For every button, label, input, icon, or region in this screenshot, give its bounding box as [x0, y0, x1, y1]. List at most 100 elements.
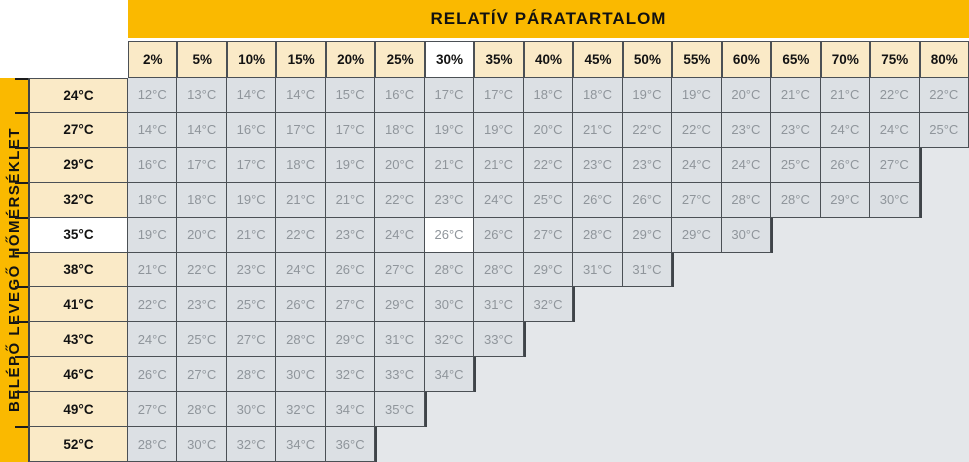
table-cell: 28°C — [771, 182, 821, 218]
table-row: 52°C 28°C 30°C 32°C 34°C 36°C — [28, 427, 969, 462]
column-header-75: 75% — [870, 41, 920, 78]
row-boundary-tick — [15, 182, 28, 184]
table-cell: 27°C — [870, 147, 920, 183]
chart-title-bar: RELATÍV PÁRATARTALOM — [128, 0, 969, 38]
column-header-20: 20% — [325, 41, 376, 78]
lookup-table: 2% 5% 10% 15% 20% 25% 30% 35% 40% 45% 50% 55% 60% 65%… — [28, 41, 969, 462]
table-cell: 24°C — [128, 322, 178, 358]
column-header-2: 2% — [128, 41, 178, 78]
row-boundary-tick — [15, 252, 28, 254]
table-cell: 30°C — [276, 357, 326, 393]
table-cell: 20°C — [177, 217, 227, 253]
table-cell: 25°C — [919, 112, 969, 148]
table-cell: 25°C — [226, 287, 277, 323]
table-cell: 22°C — [375, 182, 425, 218]
table-cell: 15°C — [325, 78, 376, 113]
table-row: 49°C 27°C 28°C 30°C 32°C 34°C 35°C — [28, 392, 969, 428]
table-cell: 23°C — [771, 112, 821, 148]
table-cell: 27°C — [523, 217, 574, 253]
row-header-41: 41°C — [28, 287, 128, 323]
table-cell: 21°C — [424, 147, 475, 183]
row-header-35: 35°C — [28, 217, 128, 253]
table-cell: 25°C — [523, 182, 574, 218]
table-cell: 22°C — [870, 78, 920, 113]
row-header-43: 43°C — [28, 322, 128, 358]
table-cell: 13°C — [177, 78, 227, 113]
table-cell: 19°C — [128, 217, 178, 253]
row-boundary-tick — [15, 112, 28, 114]
table-cell: 17°C — [276, 112, 326, 148]
row-header-24: 24°C — [28, 78, 128, 113]
table-cell: 20°C — [523, 112, 574, 148]
table-cell: 21°C — [226, 217, 277, 253]
table-cell: 28°C — [721, 182, 772, 218]
table-cell: 33°C — [375, 357, 425, 393]
table-cell: 17°C — [226, 147, 277, 183]
table-row: 29°C 16°C 17°C 17°C 18°C 19°C 20°C 21°C 21°C 22°C… — [28, 147, 969, 183]
row-header-49: 49°C — [28, 392, 128, 428]
table-cell: 23°C — [424, 182, 475, 218]
table-cell: 17°C — [325, 112, 376, 148]
table-cell: 20°C — [721, 78, 772, 113]
column-header-15: 15% — [276, 41, 326, 78]
table-cell: 19°C — [474, 112, 524, 148]
table-cell: 24°C — [820, 112, 871, 148]
table-cell: 34°C — [276, 427, 326, 462]
row-header-27: 27°C — [28, 112, 128, 148]
table-cell: 28°C — [226, 357, 277, 393]
table-cell: 14°C — [177, 112, 227, 148]
column-header-55: 55% — [672, 41, 722, 78]
table-cell: 19°C — [424, 112, 475, 148]
empty-region — [424, 392, 969, 428]
table-cell: 23°C — [177, 287, 227, 323]
empty-region — [919, 147, 969, 183]
table-cell: 26°C — [325, 252, 376, 288]
column-header-50: 50% — [622, 41, 673, 78]
table-cell: 24°C — [375, 217, 425, 253]
table-cell: 14°C — [276, 78, 326, 113]
table-cell: 17°C — [177, 147, 227, 183]
table-row: 24°C 12°C 13°C 14°C 14°C 15°C 16°C 17°C 17°C 18°C… — [28, 78, 969, 113]
empty-region — [573, 287, 969, 323]
row-header-32: 32°C — [28, 182, 128, 218]
row-header-29: 29°C — [28, 147, 128, 183]
table-cell: 23°C — [573, 147, 623, 183]
row-boundary-tick — [15, 78, 28, 80]
table-cell: 22°C — [128, 287, 178, 323]
table-cell: 30°C — [721, 217, 772, 253]
table-cell: 16°C — [226, 112, 277, 148]
table-cell: 27°C — [325, 287, 376, 323]
table-cell: 21°C — [474, 147, 524, 183]
table-row: 46°C 26°C 27°C 28°C 30°C 32°C 33°C 34°C — [28, 357, 969, 393]
table-cell: 25°C — [177, 322, 227, 358]
table-cell: 19°C — [672, 78, 722, 113]
table-cell: 29°C — [325, 322, 376, 358]
row-boundary-tick — [15, 321, 28, 323]
table-cell: 18°C — [177, 182, 227, 218]
table-cell: 31°C — [573, 252, 623, 288]
row-header-52: 52°C — [28, 427, 128, 462]
table-cell: 27°C — [177, 357, 227, 393]
table-cell: 25°C — [771, 147, 821, 183]
table-cell: 16°C — [128, 147, 178, 183]
row-header-46: 46°C — [28, 357, 128, 393]
table-cell: 31°C — [622, 252, 673, 288]
table-cell: 19°C — [325, 147, 376, 183]
table-cell: 14°C — [128, 112, 178, 148]
table-cell: 28°C — [573, 217, 623, 253]
table-cell: 27°C — [226, 322, 277, 358]
table-cell: 21°C — [128, 252, 178, 288]
table-cell: 32°C — [424, 322, 475, 358]
empty-region — [771, 217, 969, 253]
table-cell: 24°C — [276, 252, 326, 288]
row-boundary-tick — [15, 217, 28, 219]
table-cell: 23°C — [226, 252, 277, 288]
table-cell: 18°C — [573, 78, 623, 113]
table-cell: 31°C — [474, 287, 524, 323]
column-header-25: 25% — [375, 41, 425, 78]
row-header-38: 38°C — [28, 252, 128, 288]
table-cell: 26°C — [622, 182, 673, 218]
corner-spacer — [28, 41, 128, 78]
table-cell: 29°C — [375, 287, 425, 323]
column-header-70: 70% — [820, 41, 871, 78]
